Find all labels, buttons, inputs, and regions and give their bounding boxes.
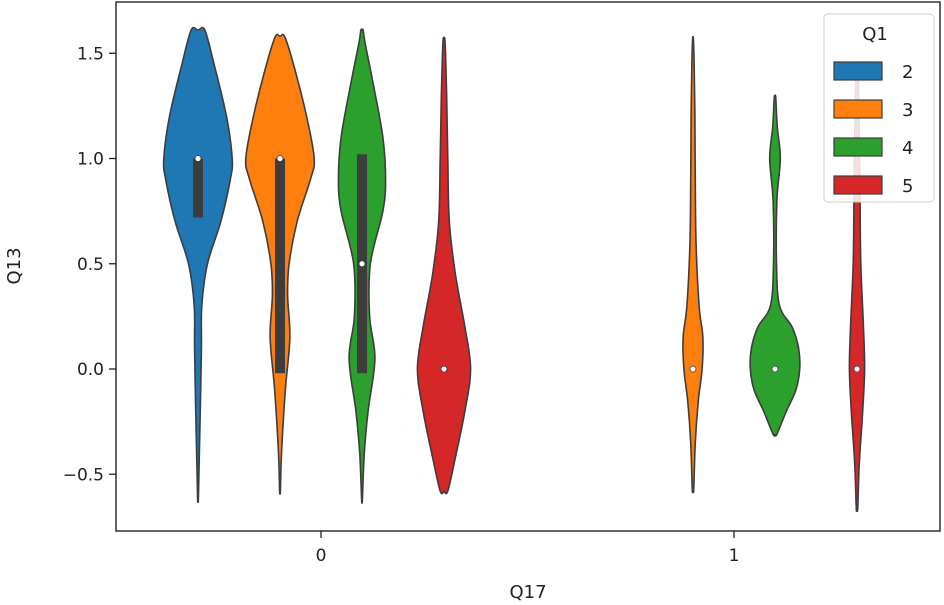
violin-iqr-box [193,158,203,218]
y-tick-label: −0.5 [63,465,104,485]
y-tick-label: 0.0 [77,360,104,380]
y-tick-label: 0.5 [77,255,104,275]
plot-frame [115,1,941,532]
violin-iqr-box [275,158,285,374]
y-axis-label: Q13 [4,247,25,284]
legend-label: 4 [902,138,913,159]
legend-swatch [833,137,883,157]
violin-body [749,94,801,437]
y-tick-label: 1.0 [77,150,104,170]
violin-median-point [440,365,448,373]
violin-body [416,36,472,495]
legend-swatch [833,61,883,81]
violin-median-point [276,155,284,162]
legend-swatch [833,99,883,119]
y-axis: −0.5 0.0 0.5 1.0 1.5 [63,44,116,485]
violin-body [682,35,704,494]
violin-median-point [771,365,779,373]
legend: Q1 2 3 4 5 [823,13,935,203]
violin-median-point [358,260,366,268]
violin-layer [162,26,866,512]
legend-label: 5 [902,176,913,197]
legend-title: Q1 [862,24,888,45]
violin-median-point [689,365,697,373]
legend-label: 3 [902,100,913,121]
x-tick-label: 1 [729,546,740,566]
violin-body [162,26,234,503]
violin-median-point [194,155,202,162]
x-tick-label: 0 [316,546,327,566]
y-tick-label: 1.5 [77,44,104,64]
legend-label: 2 [902,62,913,83]
violin-median-point [853,365,861,373]
x-axis-label: Q17 [509,582,546,603]
legend-swatch [833,175,883,195]
